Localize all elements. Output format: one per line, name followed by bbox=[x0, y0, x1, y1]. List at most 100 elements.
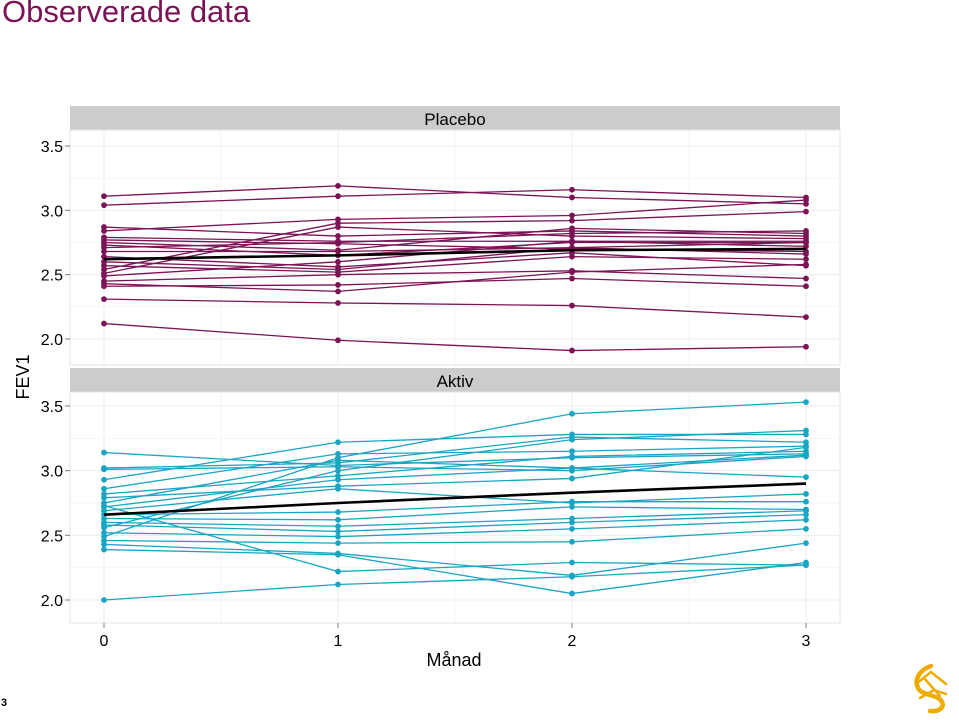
data-point bbox=[335, 239, 341, 246]
data-point bbox=[569, 186, 575, 193]
subject-line-path bbox=[103, 270, 807, 282]
data-point bbox=[569, 475, 575, 482]
data-point bbox=[335, 551, 341, 558]
subject-series bbox=[101, 399, 809, 603]
data-point bbox=[335, 540, 341, 546]
data-point bbox=[335, 300, 341, 306]
data-point bbox=[569, 410, 575, 417]
subject-line-path bbox=[103, 504, 807, 573]
data-point bbox=[569, 238, 575, 245]
data-point bbox=[101, 296, 107, 303]
data-point bbox=[335, 467, 341, 474]
data-point bbox=[569, 302, 575, 309]
subject-line-path bbox=[103, 226, 807, 275]
subject-line-path bbox=[103, 513, 807, 533]
subject-line-path bbox=[103, 454, 807, 504]
subject-line-path bbox=[103, 446, 807, 499]
data-point bbox=[335, 523, 341, 530]
subject-line bbox=[101, 182, 809, 207]
data-point bbox=[569, 269, 575, 275]
data-point bbox=[335, 454, 341, 461]
subject-line bbox=[101, 296, 809, 321]
data-point bbox=[335, 528, 341, 535]
data-point bbox=[803, 562, 809, 568]
data-point bbox=[803, 540, 809, 546]
subject-line bbox=[101, 465, 809, 510]
data-point bbox=[101, 466, 107, 473]
y-tick-label: 3.5 bbox=[41, 139, 63, 156]
data-point bbox=[569, 573, 575, 580]
subject-line-path bbox=[103, 226, 807, 237]
data-point bbox=[101, 193, 107, 200]
subject-line-path bbox=[103, 519, 807, 538]
subject-line-path bbox=[103, 429, 807, 529]
data-point bbox=[101, 476, 107, 483]
data-point bbox=[569, 233, 575, 239]
y-tick-label: 2.0 bbox=[41, 593, 63, 610]
subject-line bbox=[101, 320, 809, 354]
data-point bbox=[569, 538, 575, 545]
x-axis: 0 1 2 3 bbox=[100, 623, 811, 650]
subject-line bbox=[101, 208, 809, 273]
data-point bbox=[335, 182, 341, 189]
y-tick-label: 3.0 bbox=[41, 464, 63, 481]
data-point bbox=[335, 337, 341, 344]
data-point bbox=[335, 476, 341, 483]
data-point bbox=[569, 465, 575, 471]
subject-line bbox=[101, 511, 809, 535]
x-axis-label: Månad bbox=[426, 650, 481, 670]
subject-line-path bbox=[103, 185, 807, 205]
subject-line-path bbox=[103, 230, 807, 249]
subject-line-path bbox=[103, 401, 807, 538]
subject-line-path bbox=[103, 451, 807, 467]
subject-line bbox=[101, 186, 809, 209]
astrazeneca-logo bbox=[910, 663, 952, 719]
subject-line-path bbox=[103, 277, 807, 287]
data-point bbox=[101, 485, 107, 492]
data-point bbox=[101, 320, 107, 327]
x-tick-label: 3 bbox=[802, 633, 811, 650]
x-tick-label: 2 bbox=[568, 633, 577, 650]
data-point bbox=[569, 590, 575, 597]
data-point bbox=[569, 559, 575, 566]
data-point bbox=[569, 503, 575, 510]
data-point bbox=[101, 449, 107, 456]
data-point bbox=[335, 271, 341, 278]
y-tick-label: 3.5 bbox=[41, 399, 63, 416]
x-tick-label: 1 bbox=[334, 633, 343, 650]
data-point bbox=[335, 581, 341, 588]
subject-line-path bbox=[103, 189, 807, 206]
data-point bbox=[803, 261, 809, 268]
subject-line-path bbox=[103, 199, 807, 232]
subject-line-path bbox=[103, 510, 807, 527]
panel-placebo: Placebo 2.0 2.5 3.0 3.5 bbox=[41, 106, 841, 366]
mean-line bbox=[103, 482, 807, 516]
data-point bbox=[569, 525, 575, 532]
panel-strip bbox=[70, 368, 840, 392]
data-point bbox=[335, 568, 341, 575]
data-point bbox=[569, 347, 575, 354]
data-point bbox=[803, 235, 809, 242]
data-point bbox=[803, 314, 809, 321]
subject-line-path bbox=[103, 210, 807, 271]
data-point bbox=[803, 498, 809, 505]
subject-line-path bbox=[103, 445, 807, 490]
data-point bbox=[803, 427, 809, 434]
subject-line-path bbox=[103, 450, 807, 495]
data-point bbox=[101, 541, 107, 548]
data-point bbox=[803, 474, 809, 481]
data-point bbox=[101, 597, 107, 603]
data-point bbox=[803, 197, 809, 203]
slide-title: Observerade data bbox=[2, 0, 251, 29]
data-point bbox=[101, 502, 107, 509]
data-point bbox=[569, 194, 575, 201]
y-tick-label: 2.5 bbox=[41, 268, 63, 285]
data-point bbox=[101, 546, 107, 553]
data-point bbox=[335, 516, 341, 523]
panel-strip-label: Aktiv bbox=[437, 372, 474, 391]
subject-line-path bbox=[103, 528, 807, 544]
data-point bbox=[569, 453, 575, 460]
data-point bbox=[101, 524, 107, 531]
data-point bbox=[101, 228, 107, 234]
